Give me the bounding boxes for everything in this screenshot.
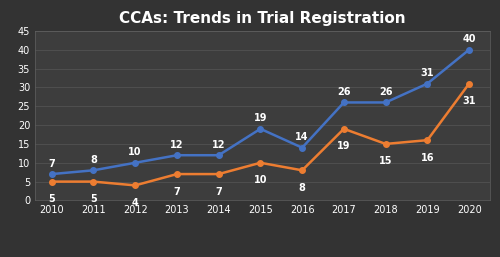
Line: Total trials: Total trials (49, 47, 472, 177)
Text: 31: 31 (462, 96, 476, 106)
Total trials (132, 161, 138, 164)
Text: 7: 7 (48, 159, 55, 169)
Text: 16: 16 (420, 153, 434, 163)
Text: 31: 31 (420, 68, 434, 78)
Targeted Trials (382, 142, 388, 145)
Total trials (341, 101, 347, 104)
Total trials (382, 101, 388, 104)
Targeted Trials (299, 169, 305, 172)
Text: 19: 19 (254, 113, 267, 123)
Total trials (174, 154, 180, 157)
Text: 15: 15 (379, 157, 392, 167)
Text: 7: 7 (216, 187, 222, 197)
Targeted Trials (424, 139, 430, 142)
Total trials (466, 48, 472, 51)
Total trials (258, 127, 264, 130)
Targeted Trials (90, 180, 96, 183)
Targeted Trials (132, 184, 138, 187)
Text: 10: 10 (254, 175, 267, 185)
Text: 40: 40 (462, 34, 476, 44)
Text: 8: 8 (298, 183, 306, 193)
Targeted Trials (341, 127, 347, 130)
Text: 5: 5 (90, 194, 97, 204)
Text: 12: 12 (212, 140, 226, 150)
Line: Targeted Trials: Targeted Trials (49, 81, 472, 188)
Total trials (299, 146, 305, 149)
Targeted Trials (258, 161, 264, 164)
Targeted Trials (466, 82, 472, 85)
Text: 5: 5 (48, 194, 55, 204)
Targeted Trials (48, 180, 54, 183)
Text: 19: 19 (337, 141, 350, 151)
Targeted Trials (174, 172, 180, 176)
Legend: Total trials, Targeted Trials: Total trials, Targeted Trials (153, 253, 372, 257)
Total trials (90, 169, 96, 172)
Text: 12: 12 (170, 140, 183, 150)
Targeted Trials (216, 172, 222, 176)
Text: 7: 7 (174, 187, 180, 197)
Text: 26: 26 (337, 87, 350, 97)
Total trials (48, 172, 54, 176)
Text: 14: 14 (296, 132, 309, 142)
Text: 10: 10 (128, 147, 142, 157)
Text: 8: 8 (90, 155, 97, 165)
Title: CCAs: Trends in Trial Registration: CCAs: Trends in Trial Registration (119, 11, 406, 25)
Total trials (216, 154, 222, 157)
Text: 4: 4 (132, 198, 138, 208)
Text: 26: 26 (379, 87, 392, 97)
Total trials (424, 82, 430, 85)
